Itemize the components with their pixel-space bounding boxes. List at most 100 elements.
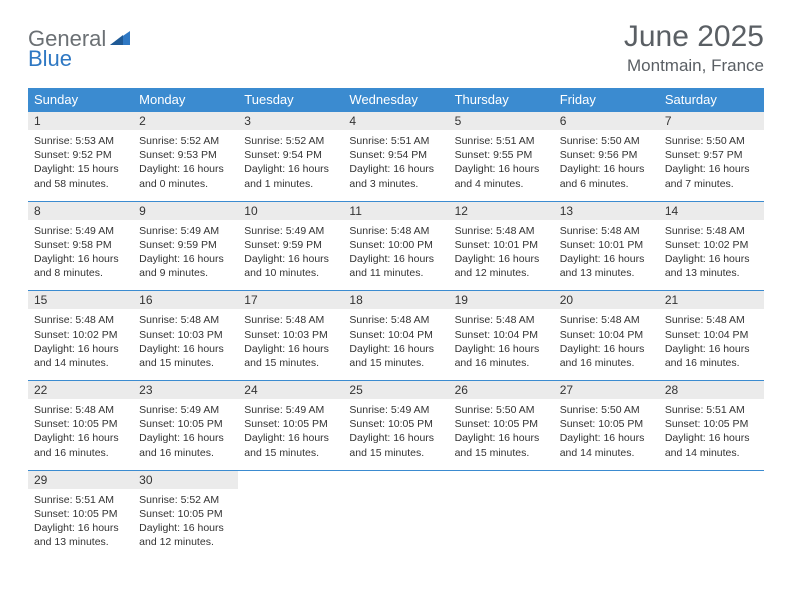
sunrise-text: Sunrise: 5:49 AM: [139, 224, 232, 238]
daynum-row: 1234567: [28, 112, 764, 131]
sunset-text: Sunset: 9:55 PM: [455, 148, 548, 162]
sunrise-text: Sunrise: 5:49 AM: [349, 403, 442, 417]
day-content-cell: [449, 489, 554, 560]
day-number-cell: 13: [554, 201, 659, 220]
day-content-cell: Sunrise: 5:49 AMSunset: 10:05 PMDaylight…: [238, 399, 343, 470]
sunrise-text: Sunrise: 5:50 AM: [560, 403, 653, 417]
day-content-cell: Sunrise: 5:48 AMSunset: 10:00 PMDaylight…: [343, 220, 448, 291]
sunrise-text: Sunrise: 5:48 AM: [34, 313, 127, 327]
sunrise-text: Sunrise: 5:48 AM: [349, 224, 442, 238]
daylight-text: Daylight: 16 hours and 11 minutes.: [349, 252, 442, 280]
weekday-header: Sunday: [28, 88, 133, 112]
sunrise-text: Sunrise: 5:48 AM: [560, 224, 653, 238]
day-content-cell: Sunrise: 5:48 AMSunset: 10:03 PMDaylight…: [133, 309, 238, 380]
content-row: Sunrise: 5:48 AMSunset: 10:02 PMDaylight…: [28, 309, 764, 380]
sunset-text: Sunset: 9:54 PM: [244, 148, 337, 162]
sunset-text: Sunset: 9:59 PM: [139, 238, 232, 252]
sunrise-text: Sunrise: 5:48 AM: [665, 313, 758, 327]
day-number-cell: [343, 470, 448, 489]
sunrise-text: Sunrise: 5:49 AM: [244, 403, 337, 417]
day-content-cell: [554, 489, 659, 560]
day-number-cell: 2: [133, 112, 238, 131]
day-number-cell: 26: [449, 381, 554, 400]
day-content-cell: Sunrise: 5:49 AMSunset: 9:58 PMDaylight:…: [28, 220, 133, 291]
sunset-text: Sunset: 10:05 PM: [665, 417, 758, 431]
sunrise-text: Sunrise: 5:51 AM: [455, 134, 548, 148]
weekday-header: Tuesday: [238, 88, 343, 112]
sunrise-text: Sunrise: 5:48 AM: [244, 313, 337, 327]
daylight-text: Daylight: 16 hours and 16 minutes.: [455, 342, 548, 370]
content-row: Sunrise: 5:53 AMSunset: 9:52 PMDaylight:…: [28, 130, 764, 201]
sunrise-text: Sunrise: 5:51 AM: [349, 134, 442, 148]
day-number-cell: [238, 470, 343, 489]
logo-triangle-icon: [110, 29, 130, 50]
sunset-text: Sunset: 10:05 PM: [244, 417, 337, 431]
daylight-text: Daylight: 16 hours and 16 minutes.: [139, 431, 232, 459]
content-row: Sunrise: 5:51 AMSunset: 10:05 PM Daylight…: [28, 489, 764, 560]
sunset-text: Sunset: 10:01 PM: [560, 238, 653, 252]
day-content-cell: Sunrise: 5:49 AMSunset: 10:05 PMDaylight…: [133, 399, 238, 470]
daylight-text: Daylight: 16 hours and 15 minutes.: [349, 431, 442, 459]
day-number-cell: [659, 470, 764, 489]
day-number-cell: 24: [238, 381, 343, 400]
weekday-header: Saturday: [659, 88, 764, 112]
day-number-cell: 4: [343, 112, 448, 131]
daylight-text: Daylight: 16 hours and 6 minutes.: [560, 162, 653, 190]
day-number-cell: 14: [659, 201, 764, 220]
sunrise-text: Sunrise: 5:51 AM: [34, 493, 127, 507]
daylight-text: Daylight: 15 hours and 58 minutes.: [34, 162, 127, 190]
day-number-cell: 18: [343, 291, 448, 310]
logo-blue: Blue: [28, 46, 72, 71]
day-number-cell: 28: [659, 381, 764, 400]
daylight-text: Daylight: 16 hours and 9 minutes.: [139, 252, 232, 280]
daynum-row: 891011121314: [28, 201, 764, 220]
sunset-text: Sunset: 10:05 PM: [455, 417, 548, 431]
daylight-text: Daylight: 16 hours and 13 minutes.: [560, 252, 653, 280]
sunset-text: Sunset: 10:05 PM: [349, 417, 442, 431]
day-number-cell: 17: [238, 291, 343, 310]
day-content-cell: Sunrise: 5:49 AMSunset: 10:05 PMDaylight…: [343, 399, 448, 470]
sunrise-text: Sunrise: 5:49 AM: [244, 224, 337, 238]
sunset-text: Sunset: 9:57 PM: [665, 148, 758, 162]
sunset-text: Sunset: 10:05 PM: [34, 507, 127, 521]
sunrise-text: Sunrise: 5:52 AM: [139, 134, 232, 148]
day-number-cell: 21: [659, 291, 764, 310]
sunset-text: Sunset: 10:05 PM: [560, 417, 653, 431]
day-number-cell: 15: [28, 291, 133, 310]
sunset-text: Sunset: 9:59 PM: [244, 238, 337, 252]
day-content-cell: Sunrise: 5:48 AMSunset: 10:02 PMDaylight…: [28, 309, 133, 380]
day-content-cell: Sunrise: 5:51 AMSunset: 10:05 PMDaylight…: [28, 489, 133, 560]
sunrise-text: Sunrise: 5:48 AM: [34, 403, 127, 417]
sunset-text: Sunset: 10:03 PM: [244, 328, 337, 342]
day-number-cell: 25: [343, 381, 448, 400]
daylight-text: Daylight: 16 hours and 16 minutes.: [34, 431, 127, 459]
sunrise-text: Sunrise: 5:48 AM: [349, 313, 442, 327]
sunset-text: Sunset: 10:04 PM: [349, 328, 442, 342]
daynum-row: 22232425262728: [28, 381, 764, 400]
sunrise-text: Sunrise: 5:52 AM: [244, 134, 337, 148]
daylight-text: Daylight: 16 hours and 12 minutes.: [139, 521, 232, 549]
daylight-text: Daylight: 16 hours and 15 minutes.: [139, 342, 232, 370]
day-number-cell: 5: [449, 112, 554, 131]
sunset-text: Sunset: 10:05 PM: [139, 417, 232, 431]
sunrise-text: Sunrise: 5:48 AM: [139, 313, 232, 327]
sunrise-text: Sunrise: 5:49 AM: [34, 224, 127, 238]
sunset-text: Sunset: 9:52 PM: [34, 148, 127, 162]
day-number-cell: 29: [28, 470, 133, 489]
sunrise-text: Sunrise: 5:49 AM: [139, 403, 232, 417]
sunrise-text: Sunrise: 5:48 AM: [455, 224, 548, 238]
day-number-cell: 1: [28, 112, 133, 131]
daylight-text: Daylight: 16 hours and 13 minutes.: [665, 252, 758, 280]
day-content-cell: Sunrise: 5:48 AMSunset: 10:01 PMDaylight…: [554, 220, 659, 291]
month-title: June 2025: [624, 20, 764, 54]
sunrise-text: Sunrise: 5:50 AM: [665, 134, 758, 148]
day-number-cell: 10: [238, 201, 343, 220]
day-content-cell: Sunrise: 5:49 AMSunset: 9:59 PMDaylight:…: [133, 220, 238, 291]
day-content-cell: Sunrise: 5:49 AMSunset: 9:59 PMDaylight:…: [238, 220, 343, 291]
day-content-cell: Sunrise: 5:48 AMSunset: 10:04 PMDaylight…: [449, 309, 554, 380]
daylight-text: Daylight: 16 hours and 14 minutes.: [560, 431, 653, 459]
day-content-cell: Sunrise: 5:48 AMSunset: 10:05 PMDaylight…: [28, 399, 133, 470]
sunset-text: Sunset: 10:01 PM: [455, 238, 548, 252]
sunrise-text: Sunrise: 5:51 AM: [665, 403, 758, 417]
sunrise-text: Sunrise: 5:52 AM: [139, 493, 232, 507]
